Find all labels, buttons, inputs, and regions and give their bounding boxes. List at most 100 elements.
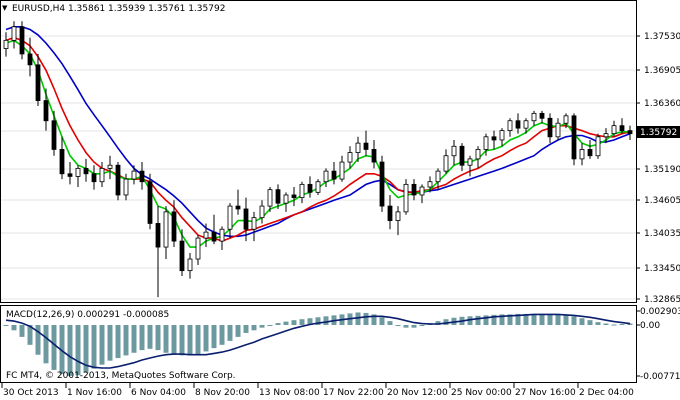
candle <box>219 226 225 251</box>
candle <box>139 162 145 190</box>
candle-body <box>163 211 169 248</box>
candle-body <box>291 194 297 199</box>
macd-bar <box>491 314 497 325</box>
price-axis: 1.37530 1.36905 1.36360 1.35190 1.34605 1.340… <box>636 32 680 305</box>
candle <box>395 206 401 236</box>
macd-bar <box>283 321 289 325</box>
candle <box>403 179 409 215</box>
candle <box>515 113 521 134</box>
candle-body <box>51 120 57 150</box>
candlesticks <box>3 21 633 298</box>
time-tick-label: 2 Dec 04:00 <box>579 388 634 398</box>
candle <box>83 158 89 182</box>
candle-body <box>187 258 193 272</box>
candle-body <box>531 112 537 122</box>
time-tick-label: 25 Nov 00:00 <box>451 388 512 398</box>
macd-bar <box>75 325 81 376</box>
grid <box>1 35 636 300</box>
candle-body <box>619 125 625 132</box>
candle-body <box>507 120 513 132</box>
candle <box>547 113 553 144</box>
candle-body <box>99 167 105 183</box>
candle-body <box>547 117 553 138</box>
candle <box>299 181 305 204</box>
candle-body <box>147 181 153 224</box>
candle <box>483 133 489 156</box>
candle-body <box>35 64 41 101</box>
macd-bar <box>419 325 425 326</box>
macd-bar <box>267 325 273 326</box>
macd-bar <box>395 325 401 326</box>
candle <box>67 162 73 185</box>
candle-body <box>283 194 289 204</box>
price-tick-label: 1.37530 <box>644 32 680 42</box>
macd-bar <box>259 325 265 328</box>
macd-tick-label: -0.007716 <box>640 372 680 382</box>
macd-bar <box>19 325 25 337</box>
candle <box>331 162 337 185</box>
candle-body <box>443 155 449 172</box>
price-tick-label: 1.32865 <box>644 295 680 305</box>
candle <box>51 110 57 156</box>
candle <box>323 168 329 188</box>
candle <box>283 192 289 212</box>
candle <box>131 165 137 185</box>
candle-body <box>107 164 113 169</box>
candle <box>91 165 97 190</box>
macd-bar <box>483 315 489 325</box>
collapse-icon[interactable]: ▼ <box>2 4 8 12</box>
macd-bar <box>371 314 377 325</box>
candle-body <box>403 183 409 213</box>
candle-body <box>595 136 601 157</box>
macd-histogram <box>3 312 633 376</box>
macd-bar <box>35 325 41 355</box>
price-tick-label: 1.36360 <box>644 99 680 109</box>
candle-body <box>27 53 33 66</box>
ma-slow-line <box>5 26 631 238</box>
candle-body <box>243 208 249 230</box>
macd-bar <box>515 313 521 325</box>
candle <box>291 187 297 207</box>
candle <box>539 110 545 124</box>
candle-body <box>451 145 457 157</box>
candle-body <box>331 170 337 180</box>
macd-bar <box>563 315 569 325</box>
candle-body <box>379 161 385 207</box>
price-tick-label: 1.36905 <box>644 66 680 76</box>
price-tick-label: 1.33450 <box>644 264 680 274</box>
candle-body <box>195 237 201 260</box>
macd-tick-label: 0.002903 <box>640 307 680 317</box>
candle <box>251 211 257 242</box>
candle-body <box>523 120 529 129</box>
time-tick-label: 20 Nov 12:00 <box>387 388 448 398</box>
macd-bar <box>107 325 113 361</box>
candle <box>411 179 417 201</box>
candle-body <box>323 170 329 183</box>
candle-body <box>227 205 233 230</box>
candle <box>211 214 217 245</box>
candle-body <box>475 149 481 160</box>
macd-bar <box>195 325 201 355</box>
macd-bar <box>11 325 17 331</box>
macd-bar <box>627 323 633 325</box>
macd-bar <box>235 325 241 337</box>
candle-body <box>499 130 505 141</box>
candle-body <box>123 178 129 196</box>
candle-body <box>387 205 393 221</box>
candle <box>611 120 617 137</box>
candle-body <box>83 167 89 175</box>
time-tick-label: 30 Oct 2013 <box>3 388 59 398</box>
candle <box>619 118 625 134</box>
macd-bar <box>147 325 153 349</box>
time-tick-label: 13 Nov 08:00 <box>259 388 320 398</box>
macd-bar <box>467 316 473 325</box>
candle <box>307 176 313 198</box>
candle-body <box>539 112 545 119</box>
macd-bar <box>139 325 145 351</box>
macd-bar <box>363 312 369 325</box>
candle-body <box>467 158 473 166</box>
candle-body <box>419 186 425 196</box>
candle-body <box>235 205 241 210</box>
candle-body <box>555 122 561 138</box>
